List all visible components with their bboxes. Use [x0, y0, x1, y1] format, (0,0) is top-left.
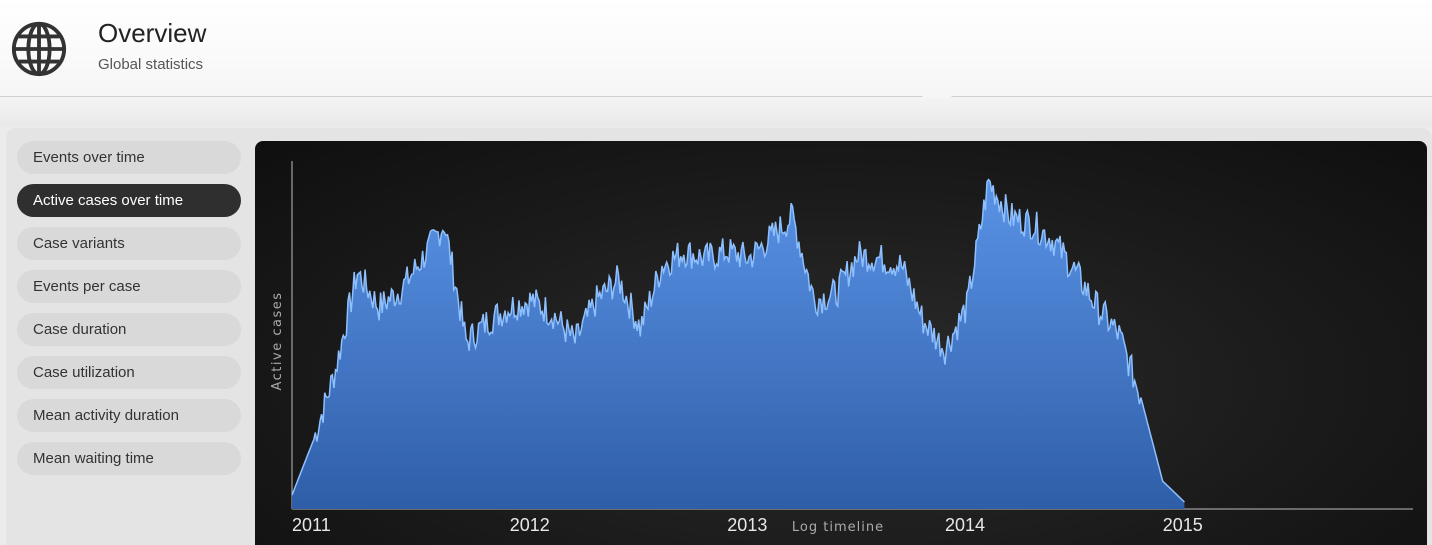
x-tick-label: 2014 — [945, 515, 985, 535]
menu-item-mean-waiting-time[interactable]: Mean waiting time — [17, 442, 241, 475]
menu-item-active-cases-over-time[interactable]: Active cases over time — [17, 184, 241, 217]
header: Overview Global statistics — [0, 0, 1432, 97]
active-cases-area — [292, 179, 1185, 509]
page-title: Overview — [98, 18, 207, 48]
active-cases-line — [291, 178, 1185, 503]
x-tick-label: 2011 — [292, 515, 331, 535]
active-cases-chart: Active cases Log timeline 2011 2012 2013 20… — [270, 161, 1413, 535]
menu-item-mean-activity-duration[interactable]: Mean activity duration — [17, 399, 241, 432]
y-axis-label: Active cases — [270, 291, 285, 390]
divider-band — [0, 97, 1432, 127]
x-tick-labels: 2011 2012 2013 2014 2015 — [292, 515, 1203, 535]
x-tick-label: 2013 — [727, 515, 767, 535]
x-axis-label: Log timeline — [792, 520, 884, 535]
x-tick-label: 2012 — [510, 515, 550, 535]
menu-item-events-over-time[interactable]: Events over time — [17, 141, 241, 174]
menu-item-case-duration[interactable]: Case duration — [17, 313, 241, 346]
globe-icon — [11, 21, 67, 77]
chart-menu: Events over time Active cases over time … — [17, 141, 241, 485]
page-subtitle: Global statistics — [98, 56, 204, 73]
menu-item-case-variants[interactable]: Case variants — [17, 227, 241, 260]
menu-item-events-per-case[interactable]: Events per case — [17, 270, 241, 303]
x-tick-label: 2015 — [1163, 515, 1203, 535]
menu-item-case-utilization[interactable]: Case utilization — [17, 356, 241, 389]
chart-container: Active cases Log timeline 2011 2012 2013 20… — [255, 141, 1427, 545]
